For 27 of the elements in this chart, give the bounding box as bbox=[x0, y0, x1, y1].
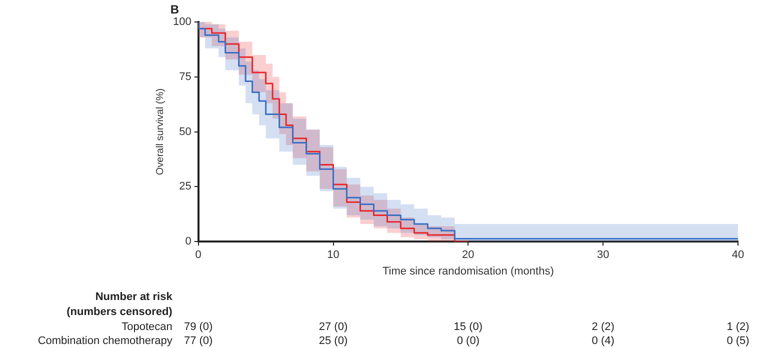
y-tick-label: 0 bbox=[185, 236, 192, 248]
text: 79 (0) bbox=[184, 321, 213, 334]
y-tick-label: 75 bbox=[179, 70, 192, 83]
y-tick-label: 25 bbox=[179, 180, 192, 193]
text: 77 (0) bbox=[184, 335, 213, 348]
y-tick-label: 50 bbox=[179, 126, 192, 138]
text: 0 (4) bbox=[592, 335, 614, 348]
text: 2 (2) bbox=[592, 321, 614, 334]
text: 0 (0) bbox=[456, 335, 480, 348]
text: 0 (5) bbox=[726, 335, 750, 348]
y-tick-label: 100 bbox=[172, 16, 192, 28]
text: 15 (0) bbox=[454, 321, 483, 334]
text: (numbers censored) bbox=[66, 306, 173, 318]
text: 1 (2) bbox=[726, 321, 750, 334]
y-axis-title: Overall survival (%) bbox=[154, 88, 166, 176]
x-tick-label: 10 bbox=[327, 249, 340, 262]
x-tick-label: 0 bbox=[195, 249, 202, 262]
text: 25 (0) bbox=[318, 335, 348, 348]
text: 27 (0) bbox=[318, 321, 348, 334]
text: Number at risk bbox=[95, 291, 174, 304]
text: Combination chemotherapy bbox=[38, 335, 173, 348]
x-tick-label: 30 bbox=[596, 249, 610, 262]
chart-title: B bbox=[170, 2, 180, 16]
x-tick-label: 40 bbox=[732, 249, 744, 262]
text: Topotecan bbox=[122, 321, 172, 334]
x-axis-title: Time since randomisation (months) bbox=[382, 265, 554, 278]
x-tick-label: 20 bbox=[462, 249, 474, 262]
